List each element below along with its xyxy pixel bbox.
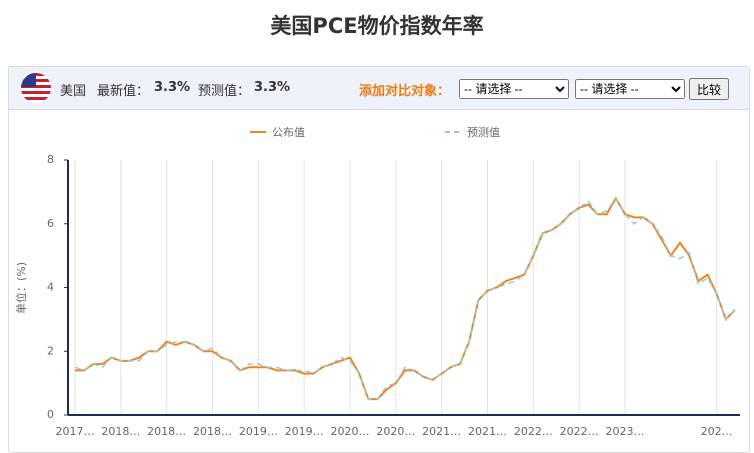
forecast-value: 3.3% (254, 80, 291, 95)
x-tick-label: 2019… (239, 425, 278, 438)
legend-label: 预测值 (467, 126, 500, 139)
x-tick-label: 2021… (422, 425, 461, 438)
latest-value: 3.3% (154, 80, 191, 95)
country: 美国 (60, 84, 87, 99)
data-line (74, 196, 736, 400)
x-tick-label: 2018… (101, 425, 140, 438)
x-tick-label: 2018… (147, 425, 186, 438)
x-tick-label: 2021… (468, 425, 507, 438)
y-axis-label: 单位：(%) (14, 262, 28, 314)
y-tick-label: 0 (47, 408, 54, 421)
x-tick-label: 2019… (285, 425, 324, 438)
x-tick-label: 2023… (606, 425, 645, 438)
compare-label: 添加对比对象： (359, 84, 451, 99)
forecast-label: 预测值： (198, 84, 251, 99)
page-title: 美国PCE物价指数年率 (270, 14, 484, 38)
flag (21, 73, 51, 103)
y-tick-label: 4 (47, 281, 54, 294)
x-tick-label: 2020… (331, 425, 370, 438)
compare-select[interactable]: -- 请选择 -- (575, 79, 685, 99)
toolbar: 美国 最新值： 3.3% 预测值： 3.3% 添加对比对象： -- 请选择 --… (9, 67, 749, 110)
legend-label: 公布值 (272, 126, 305, 139)
latest-label: 最新值： (97, 84, 150, 99)
compare-select[interactable]: -- 请选择 -- (459, 79, 569, 99)
x-tick-label: 2022… (560, 425, 599, 438)
data-line (75, 196, 736, 401)
compare-button[interactable]: 比较 (689, 78, 730, 100)
y-tick-label: 6 (47, 217, 54, 230)
y-tick-label: 2 (47, 344, 54, 357)
x-tick-label: 2022… (514, 425, 553, 438)
x-tick-label: 2018… (193, 425, 232, 438)
x-tick-label: 2017… (56, 425, 95, 438)
panel: 美国 最新值： 3.3% 预测值： 3.3% 添加对比对象： -- 请选择 --… (8, 66, 750, 453)
x-tick-label: 2020… (376, 425, 415, 438)
y-tick-label: 8 (47, 153, 54, 166)
x-tick-label: 202… (701, 425, 733, 438)
